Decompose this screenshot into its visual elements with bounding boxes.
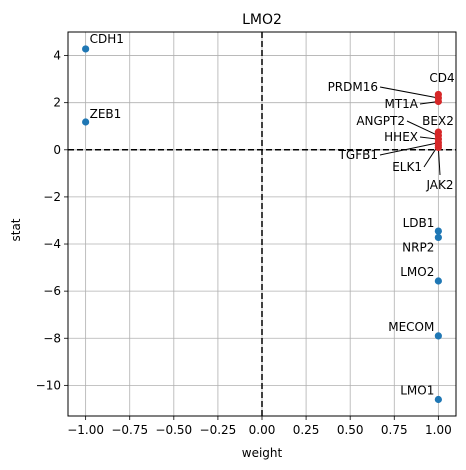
- point-label: CD4: [429, 71, 454, 85]
- label-leader-line: [406, 120, 439, 137]
- reference-lines: [68, 32, 456, 416]
- point-label: HHEX: [384, 130, 418, 144]
- y-tick-label: −4: [43, 237, 61, 251]
- x-tick-label: 0.00: [249, 423, 276, 437]
- x-axis-label: weight: [242, 446, 283, 460]
- point-labels: CDH1 ZEB1 CD4 PRDM16 MT1A BEX2 ANGPT2 HHEX TGFB1…: [90, 32, 455, 398]
- x-tick-label: 0.50: [337, 423, 364, 437]
- label-leader-line: [379, 142, 439, 156]
- x-tick-label: 1.00: [425, 423, 452, 437]
- point-label: PRDM16: [328, 80, 378, 94]
- point-label: MT1A: [384, 97, 418, 111]
- data-point: [434, 332, 442, 340]
- point-label: LMO2: [400, 265, 434, 279]
- point-label: JAK2: [425, 178, 453, 192]
- x-tick-label: −1.00: [67, 423, 104, 437]
- x-tick-label: −0.75: [111, 423, 148, 437]
- y-axis-ticks: −10 −8 −6 −4 −2 0 2 4: [36, 49, 68, 392]
- y-tick-label: −10: [36, 378, 61, 392]
- label-leader-line: [437, 147, 441, 176]
- x-tick-label: −0.50: [155, 423, 192, 437]
- data-point: [82, 45, 90, 53]
- data-point: [434, 97, 442, 106]
- data-point: [434, 233, 442, 242]
- x-tick-label: 0.25: [293, 423, 320, 437]
- label-leader-line: [379, 86, 439, 99]
- y-axis-label: stat: [9, 218, 23, 241]
- y-tick-label: 2: [53, 96, 61, 110]
- y-tick-label: 4: [53, 49, 61, 63]
- point-label: LDB1: [403, 216, 435, 230]
- point-label: CDH1: [90, 32, 124, 46]
- data-point: [434, 227, 442, 235]
- y-tick-label: −8: [43, 331, 61, 345]
- point-label: BEX2: [422, 114, 454, 128]
- data-point: [434, 277, 442, 285]
- point-label: NRP2: [402, 240, 434, 254]
- y-tick-label: −2: [43, 190, 61, 204]
- y-tick-label: 0: [53, 143, 61, 157]
- data-point: [434, 395, 442, 404]
- point-label: TGFB1: [338, 148, 378, 162]
- x-tick-label: −0.25: [200, 423, 237, 437]
- point-label: ELK1: [392, 160, 422, 174]
- data-point: [82, 118, 90, 126]
- point-label: LMO1: [400, 384, 434, 398]
- chart-title: LMO2: [242, 12, 282, 28]
- point-label: MECOM: [388, 320, 434, 334]
- point-label: ZEB1: [90, 107, 122, 121]
- x-tick-label: 0.75: [381, 423, 408, 437]
- data-point: [434, 143, 442, 152]
- data-points: [82, 45, 442, 404]
- x-axis-ticks: −1.00 −0.75 −0.50 −0.25 0.00 0.25 0.50 0.75 1.00: [67, 416, 452, 437]
- point-label: ANGPT2: [356, 114, 405, 128]
- y-tick-label: −6: [43, 284, 61, 298]
